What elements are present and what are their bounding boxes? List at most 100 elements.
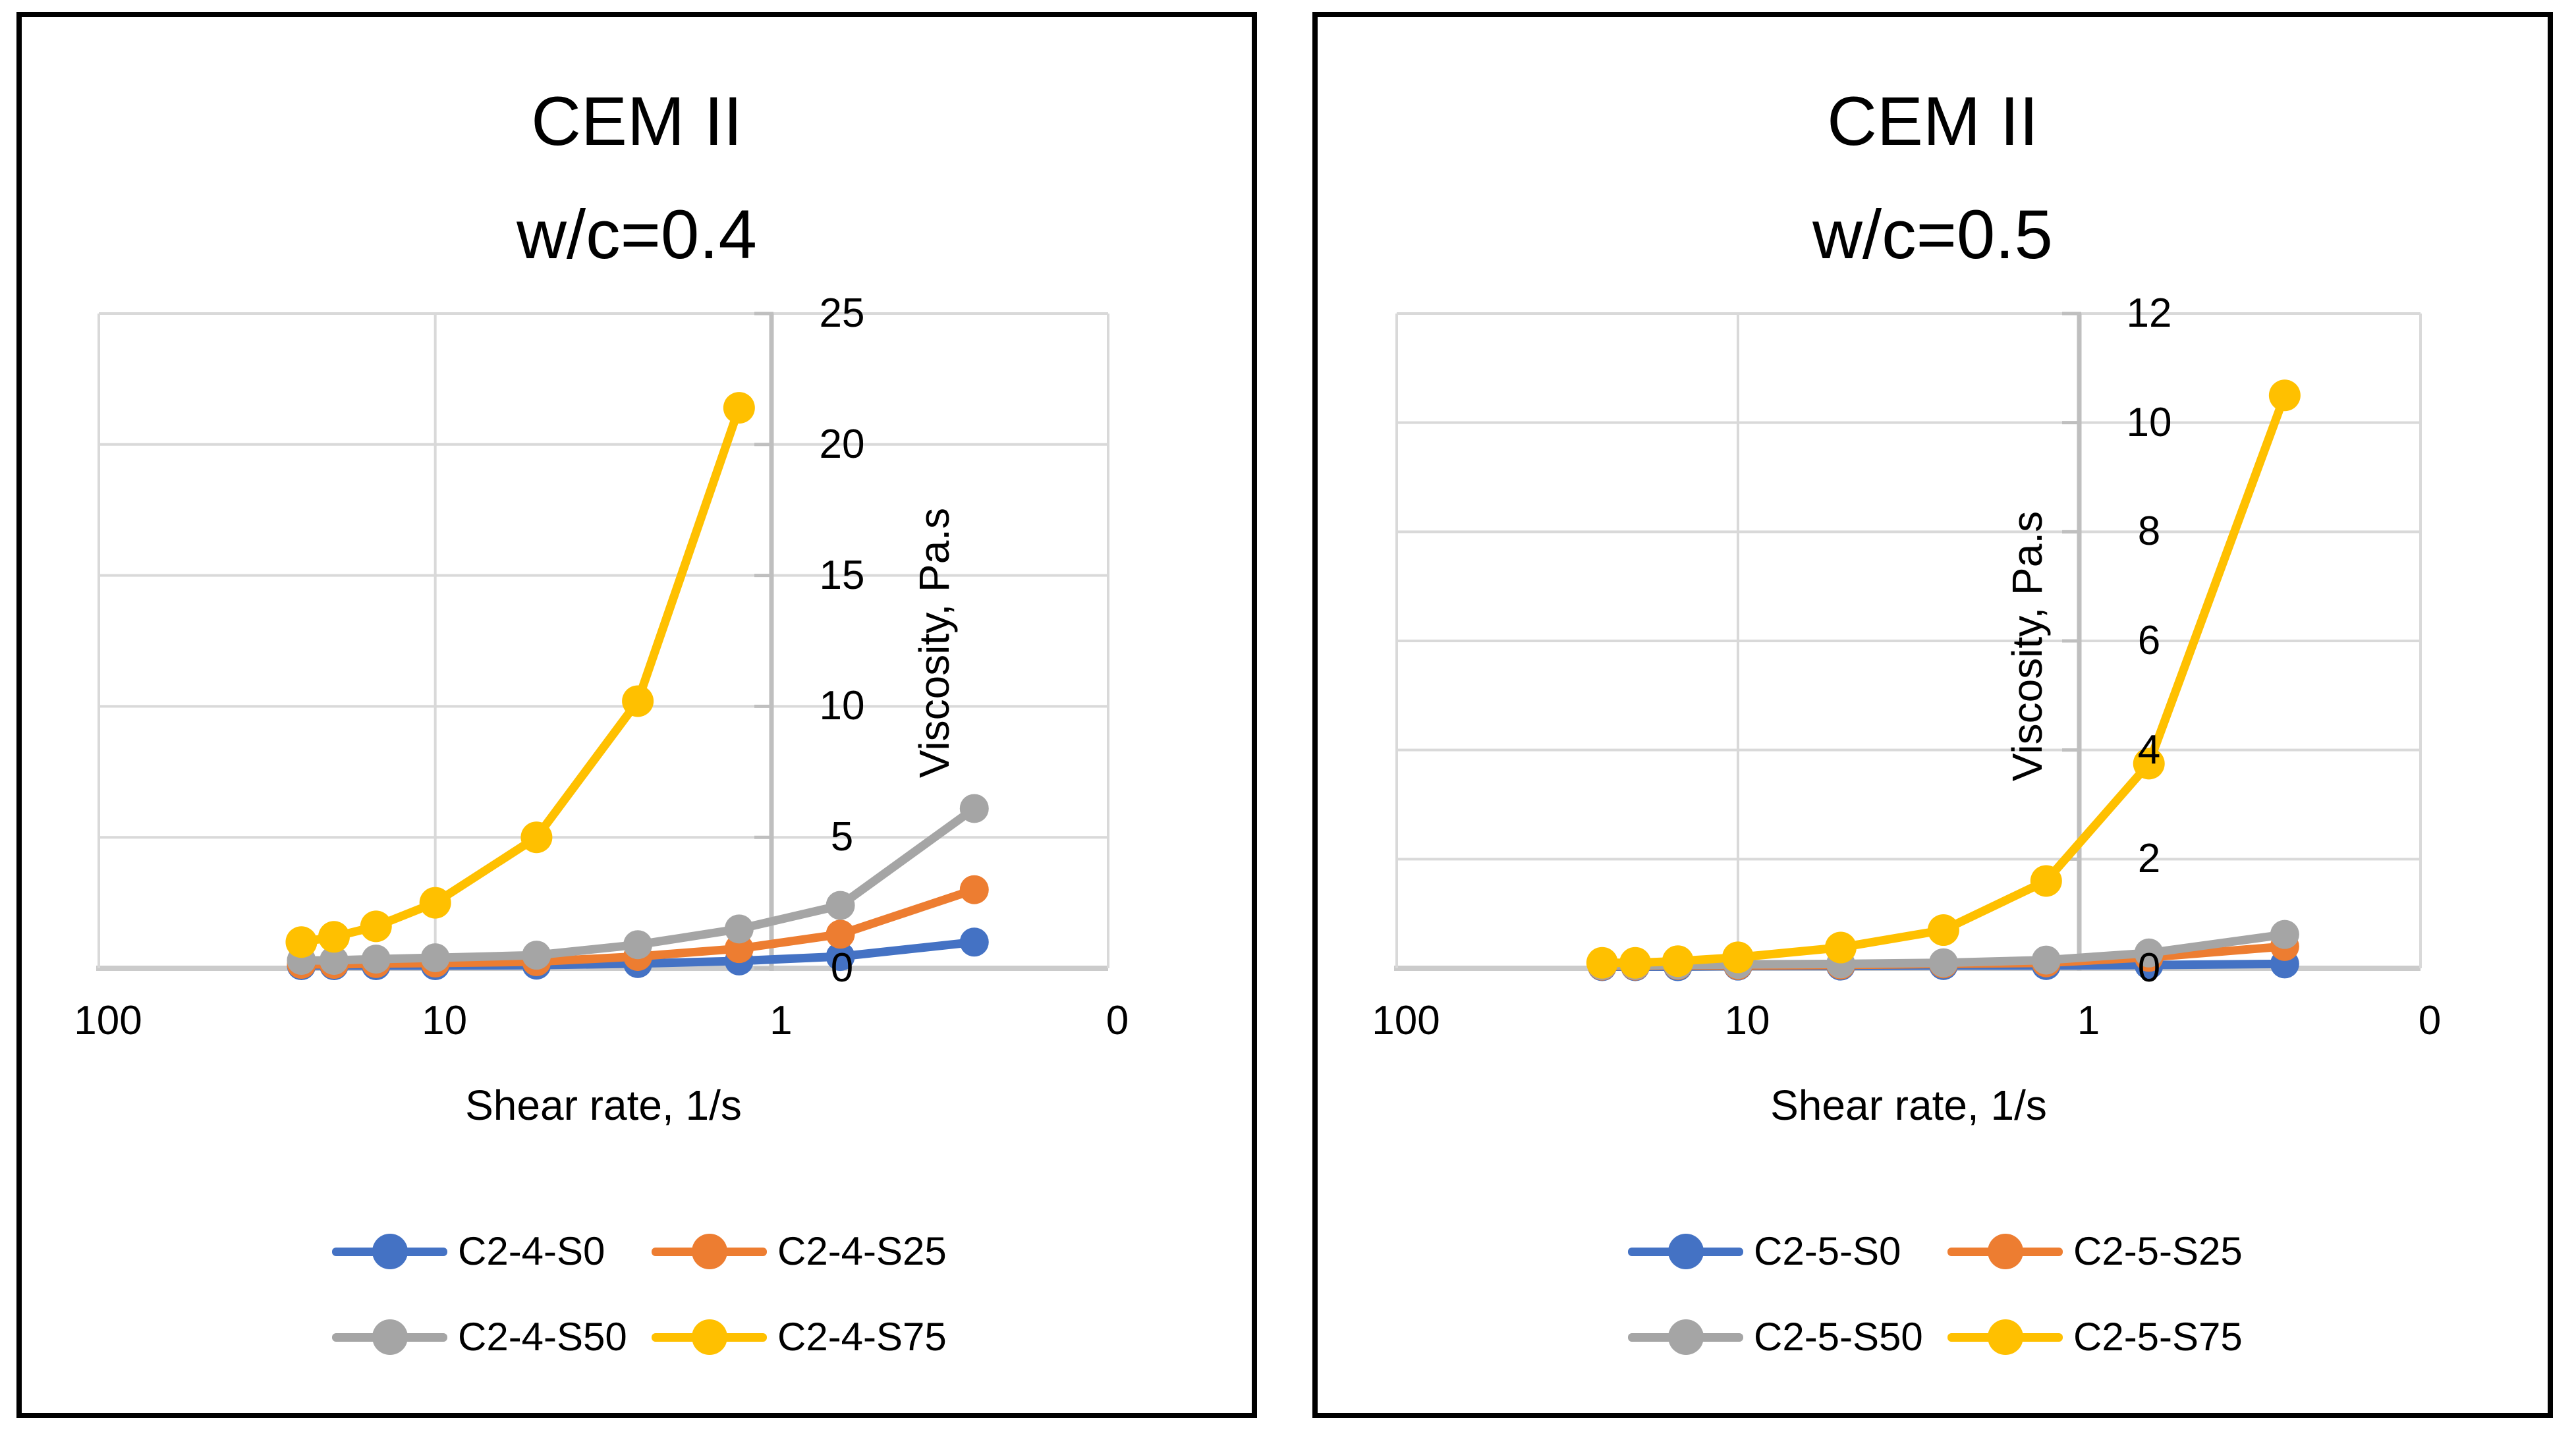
legend-item-C2-4-S25: C2-4-S25 [652,1225,947,1278]
x-axis-title: Shear rate, 1/s [1770,1082,2047,1129]
plot-area [96,312,1109,981]
data-point-C2-5-S50 [1928,948,1958,977]
data-point-C2-5-S75 [2030,865,2062,897]
legend-dot-C2-4-S75 [691,1319,727,1355]
data-point-C2-5-S75 [1927,914,1959,947]
legend-dot-C2-4-S50 [372,1319,408,1355]
legend-label: C2-5-S25 [2073,1229,2243,1273]
legend-item-C2-5-S75: C2-5-S75 [1947,1311,2243,1363]
legend-marker-C2-4-S50 [332,1319,447,1355]
y-tick-label: 15 [819,552,865,598]
y-tick-label: 0 [830,945,854,991]
legend-dot-C2-5-S50 [1667,1319,1704,1355]
data-point-C2-4-S50 [724,914,754,944]
legend-label: C2-4-S50 [458,1315,627,1359]
y-tick-label: 0 [2137,945,2161,991]
data-point-C2-5-S75 [1722,941,1754,974]
y-tick-label: 5 [830,814,854,860]
data-point-C2-5-S75 [2133,748,2165,780]
chart-subtitle: w/c=0.5 [1812,196,2053,273]
x-tick-label: 100 [74,998,142,1043]
data-point-C2-5-S50 [2134,938,2164,968]
legend-dot-C2-4-S25 [691,1234,727,1269]
data-point-C2-4-S50 [826,891,855,920]
legend-item-C2-4-S0: C2-4-S0 [332,1225,605,1278]
series-line-C2-5-S75 [1598,391,2289,968]
data-point-C2-5-S75 [1662,945,1694,977]
data-point-C2-5-S75 [1586,947,1618,979]
y-tick-label: 6 [2137,618,2161,663]
legend-marker-C2-5-S0 [1628,1234,1743,1269]
x-tick-label: 1 [770,998,793,1043]
legend-label: C2-5-S75 [2073,1315,2243,1359]
legend-marker-C2-4-S25 [652,1234,767,1269]
data-point-C2-5-S50 [2031,945,2061,975]
y-tick-label: 2 [2137,836,2161,882]
x-tick-label: 0 [2418,998,2442,1043]
x-tick-label: 100 [1372,998,1440,1043]
chart-subtitle: w/c=0.4 [517,196,757,273]
y-axis-title: Viscosity, Pa.s [910,507,958,779]
legend-marker-C2-5-S50 [1628,1319,1743,1355]
data-point-C2-5-S75 [1824,931,1857,964]
legend-dot-C2-5-S75 [1987,1319,2023,1355]
series-line-C2-4-S75 [296,403,744,947]
data-point-C2-4-S0 [826,942,855,972]
legend-item-C2-4-S50: C2-4-S50 [332,1311,627,1363]
legend-dot-C2-4-S0 [372,1234,408,1269]
legend-marker-C2-4-S75 [652,1319,767,1355]
data-point-C2-5-S50 [2270,920,2299,949]
legend-dot-C2-5-S0 [1667,1234,1704,1269]
y-axis-title: Viscosity, Pa.s [2003,510,2051,782]
data-point-C2-4-S75 [419,887,451,919]
legend-label: C2-5-S50 [1754,1315,1923,1359]
chart-title: CEM II [1827,83,2038,160]
data-point-C2-5-S75 [2268,379,2301,412]
legend-marker-C2-5-S75 [1947,1319,2063,1355]
x-axis-title: Shear rate, 1/s [465,1082,742,1129]
y-tick-label: 10 [2126,399,2172,445]
data-point-C2-4-S75 [520,821,553,854]
y-tick-label: 20 [819,421,865,467]
x-tick-label: 10 [422,998,468,1043]
data-point-C2-4-S50 [420,943,450,973]
legend-marker-C2-4-S0 [332,1234,447,1269]
plot-area [1394,312,2422,981]
y-tick-label: 10 [819,683,865,729]
legend-dot-C2-5-S25 [1987,1234,2023,1269]
chart-panel-wc05: CEM II w/c=0.5 Viscosity, Pa.s Shear rat… [1312,12,2553,1418]
data-point-C2-5-S75 [1619,947,1652,979]
legend-item-C2-5-S0: C2-5-S0 [1628,1225,1901,1278]
data-point-C2-4-S75 [318,921,350,953]
data-point-C2-4-S50 [959,794,989,823]
legend-marker-C2-5-S25 [1947,1234,2063,1269]
chart-panel-wc04: CEM II w/c=0.4 Viscosity, Pa.s Shear rat… [16,12,1257,1418]
data-point-C2-4-S75 [723,392,755,424]
data-point-C2-4-S50 [522,941,551,970]
data-point-C2-4-S50 [319,946,349,976]
y-tick-label: 12 [2126,290,2172,336]
x-tick-label: 1 [2077,998,2100,1043]
y-tick-label: 25 [819,290,865,336]
y-tick-label: 4 [2137,727,2161,773]
data-point-C2-4-S50 [623,930,653,960]
data-point-C2-4-S0 [959,927,989,957]
legend-item-C2-5-S25: C2-5-S25 [1947,1225,2243,1278]
legend-item-C2-5-S50: C2-5-S50 [1628,1311,1923,1363]
x-tick-label: 10 [1724,998,1770,1043]
legend-label: C2-4-S75 [777,1315,947,1359]
legend-label: C2-4-S0 [458,1229,605,1273]
data-point-C2-4-S75 [360,910,392,943]
data-point-C2-4-S50 [361,945,391,974]
data-point-C2-4-S25 [826,920,855,949]
x-tick-label: 0 [1106,998,1129,1043]
legend-item-C2-4-S75: C2-4-S75 [652,1311,947,1363]
y-tick-label: 8 [2137,509,2161,555]
data-point-C2-4-S75 [622,685,654,717]
legend-label: C2-5-S0 [1754,1229,1901,1273]
chart-title: CEM II [531,83,742,160]
legend-label: C2-4-S25 [777,1229,947,1273]
data-point-C2-4-S75 [285,926,318,958]
data-point-C2-4-S25 [959,875,989,904]
